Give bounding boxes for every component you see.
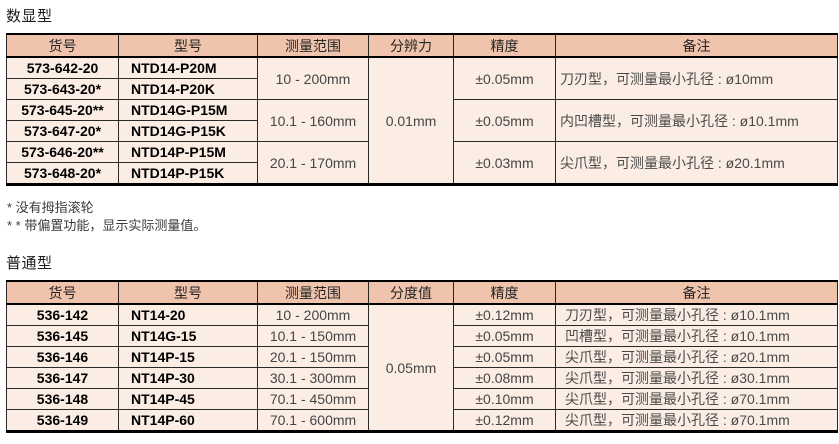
- digital-spec-table: 货号 型号 测量范围 分辨力 精度 备注 573-642-20 NTD14-P2…: [6, 33, 838, 186]
- part-no-cell: 536-146: [6, 346, 119, 368]
- col-header-graduation: 分度值: [368, 280, 454, 305]
- col-header-part-no: 货号: [6, 33, 119, 58]
- model-cell: NTD14G-P15M: [118, 99, 258, 121]
- remark-cell: 尖爪型，可测量最小孔径 : ø70.1mm: [555, 409, 838, 432]
- remark-cell: 尖爪型，可测量最小孔径 : ø20.1mm: [555, 346, 838, 368]
- table-row: 573-642-20 NTD14-P20M 10 - 200mm 0.01mm …: [6, 56, 838, 185]
- table-row: 573-645-20** NTD14G-P15M 10.1 - 160mm ±0…: [6, 99, 838, 142]
- table-row: 573-647-20* NTD14G-P15K: [6, 120, 838, 142]
- part-no-cell: 573-647-20*: [6, 120, 119, 142]
- remark-cell: 内凹槽型，可测量最小孔径 : ø10.1mm: [555, 99, 838, 142]
- range-cell: 30.1 - 300mm: [257, 367, 369, 389]
- part-no-cell: 573-648-20*: [6, 162, 119, 185]
- range-cell: 10 - 200mm: [257, 56, 369, 100]
- model-cell: NT14-20: [118, 303, 258, 326]
- accuracy-cell: ±0.03mm: [453, 141, 556, 185]
- model-cell: NTD14-P20K: [118, 78, 258, 100]
- model-cell: NT14G-15: [118, 325, 258, 347]
- accuracy-cell: ±0.08mm: [453, 367, 556, 389]
- col-header-resolution: 分辨力: [368, 33, 454, 58]
- range-cell: 10.1 - 150mm: [257, 325, 369, 347]
- remark-cell: 凹槽型，可测量最小孔径 : ø10.1mm: [555, 325, 838, 347]
- part-no-cell: 573-642-20: [6, 56, 119, 79]
- model-cell: NTD14G-P15K: [118, 120, 258, 142]
- model-cell: NT14P-15: [118, 346, 258, 368]
- model-cell: NT14P-30: [118, 367, 258, 389]
- col-header-remarks: 备注: [555, 33, 838, 58]
- range-cell: 70.1 - 600mm: [257, 409, 369, 432]
- part-no-cell: 536-149: [6, 409, 119, 432]
- part-no-cell: 536-148: [6, 388, 119, 410]
- graduation-cell: 0.05mm: [368, 303, 454, 432]
- col-header-range: 测量范围: [257, 280, 369, 305]
- footnote: * 没有拇指滚轮: [7, 200, 94, 215]
- col-header-remarks: 备注: [555, 280, 838, 305]
- table-row: 536-147 NT14P-30 30.1 - 300mm ±0.08mm 尖爪…: [6, 367, 838, 389]
- accuracy-cell: ±0.12mm: [453, 303, 556, 326]
- part-no-cell: 536-145: [6, 325, 119, 347]
- col-header-model: 型号: [118, 280, 258, 305]
- model-cell: NTD14P-P15M: [118, 141, 258, 163]
- header-row: 货号 型号 测量范围 分辨力 精度 备注: [6, 33, 838, 58]
- part-no-cell: 536-147: [6, 367, 119, 389]
- table-row: 573-643-20* NTD14-P20K: [6, 78, 838, 100]
- remark-cell: 刀刃型，可测量最小孔径 : ø10.1mm: [555, 303, 838, 326]
- section-standard-title: 普通型: [6, 255, 53, 272]
- col-header-range: 测量范围: [257, 33, 369, 58]
- model-cell: NT14P-60: [118, 409, 258, 432]
- header-row: 货号 型号 测量范围 分度值 精度 备注: [6, 280, 838, 305]
- remark-cell: 刀刃型，可测量最小孔径 : ø10mm: [555, 56, 838, 100]
- range-cell: 10 - 200mm: [257, 303, 369, 326]
- remark-cell: 尖爪型，可测量最小孔径 : ø20.1mm: [555, 141, 838, 185]
- table-row: 536-146 NT14P-15 20.1 - 150mm ±0.05mm 尖爪…: [6, 346, 838, 368]
- footnote: * * 带偏置功能，显示实际测量值。: [7, 218, 207, 233]
- table-row: 536-145 NT14G-15 10.1 - 150mm ±0.05mm 凹槽…: [6, 325, 838, 347]
- part-no-cell: 573-646-20**: [6, 141, 119, 163]
- footnotes: * 没有拇指滚轮 * * 带偏置功能，显示实际测量值。: [7, 199, 839, 235]
- model-cell: NT14P-45: [118, 388, 258, 410]
- model-cell: NTD14-P20M: [118, 56, 258, 79]
- range-cell: 70.1 - 450mm: [257, 388, 369, 410]
- table-row: 573-648-20* NTD14P-P15K: [6, 162, 838, 185]
- standard-spec-table: 货号 型号 测量范围 分度值 精度 备注 536-142 NT14-20 10 …: [6, 280, 838, 433]
- remark-cell: 尖爪型，可测量最小孔径 : ø70.1mm: [555, 388, 838, 410]
- col-header-accuracy: 精度: [453, 33, 556, 58]
- accuracy-cell: ±0.10mm: [453, 388, 556, 410]
- table-row: 573-646-20** NTD14P-P15M 20.1 - 170mm ±0…: [6, 141, 838, 185]
- table-row: 536-149 NT14P-60 70.1 - 600mm ±0.12mm 尖爪…: [6, 409, 838, 432]
- table-row: 536-142 NT14-20 10 - 200mm 0.05mm ±0.12m…: [6, 303, 838, 432]
- col-header-model: 型号: [118, 33, 258, 58]
- accuracy-cell: ±0.05mm: [453, 325, 556, 347]
- col-header-accuracy: 精度: [453, 280, 556, 305]
- remark-cell: 尖爪型，可测量最小孔径 : ø30.1mm: [555, 367, 838, 389]
- accuracy-cell: ±0.12mm: [453, 409, 556, 432]
- range-cell: 20.1 - 170mm: [257, 141, 369, 185]
- resolution-cell: 0.01mm: [368, 56, 454, 185]
- accuracy-cell: ±0.05mm: [453, 56, 556, 100]
- accuracy-cell: ±0.05mm: [453, 346, 556, 368]
- model-cell: NTD14P-P15K: [118, 162, 258, 185]
- accuracy-cell: ±0.05mm: [453, 99, 556, 142]
- section-digital-title: 数显型: [6, 8, 53, 25]
- part-no-cell: 536-142: [6, 303, 119, 326]
- part-no-cell: 573-645-20**: [6, 99, 119, 121]
- col-header-part-no: 货号: [6, 280, 119, 305]
- range-cell: 20.1 - 150mm: [257, 346, 369, 368]
- range-cell: 10.1 - 160mm: [257, 99, 369, 142]
- part-no-cell: 573-643-20*: [6, 78, 119, 100]
